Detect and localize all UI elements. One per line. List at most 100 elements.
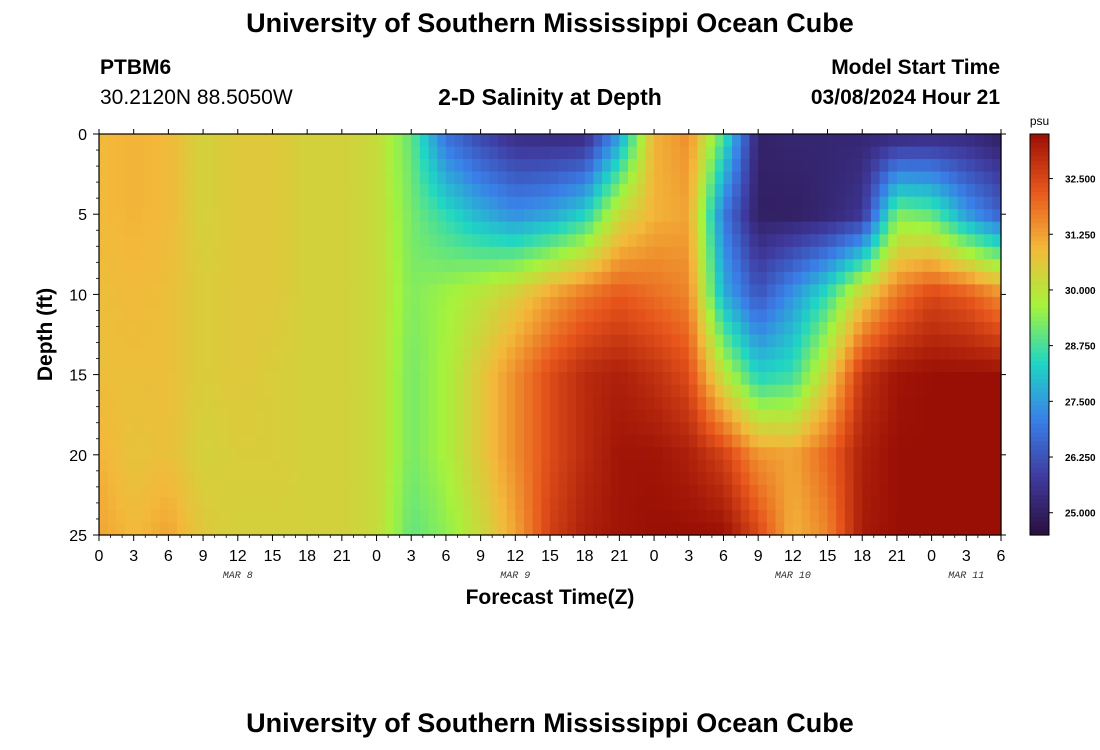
heatmap-cell (931, 359, 941, 373)
heatmap-cell (948, 384, 959, 398)
heatmap-cell (298, 347, 308, 361)
heatmap-cell (836, 296, 846, 311)
heatmap-cell (116, 209, 126, 223)
heatmap-cell (940, 321, 950, 336)
heatmap-cell (697, 284, 707, 298)
heatmap-cell (853, 184, 863, 198)
heatmap-cell (142, 134, 152, 148)
heatmap-cell (914, 221, 924, 235)
heatmap-cell (350, 209, 360, 223)
heatmap-cell (307, 384, 317, 398)
heatmap-cell (740, 184, 751, 198)
heatmap-cell (645, 184, 655, 198)
heatmap-cell (471, 134, 482, 148)
heatmap-cell (983, 472, 993, 486)
heatmap-cell (151, 296, 161, 311)
heatmap-cell (905, 259, 915, 273)
heatmap-cell (827, 171, 837, 185)
heatmap-cell (680, 459, 690, 473)
heatmap-cell (766, 434, 777, 448)
heatmap-cell (229, 296, 239, 311)
heatmap-cell (419, 497, 430, 511)
heatmap-cell (792, 509, 803, 524)
heatmap-cell (480, 484, 490, 499)
heatmap-cell (775, 347, 785, 361)
heatmap-cell (532, 246, 542, 260)
heatmap-cell (168, 459, 178, 473)
heatmap-cell (636, 397, 646, 411)
heatmap-cell (220, 434, 230, 448)
heatmap-cell (810, 384, 820, 398)
heatmap-cell (784, 134, 794, 148)
heatmap-cell (827, 284, 837, 298)
heatmap-cell (654, 259, 664, 273)
heatmap-cell (376, 321, 386, 336)
heatmap-cell (732, 171, 742, 185)
heatmap-cell (948, 459, 959, 473)
heatmap-cell (922, 159, 933, 173)
heatmap-cell (922, 334, 933, 348)
heatmap-cell (341, 234, 352, 248)
heatmap-cell (315, 497, 326, 511)
heatmap-cell (125, 397, 135, 411)
heatmap-cell (654, 447, 664, 461)
heatmap-cell (922, 209, 933, 223)
heatmap-cell (402, 422, 412, 436)
heatmap-cell (281, 171, 291, 185)
heatmap-cell (142, 372, 152, 386)
heatmap-cell (775, 321, 785, 336)
heatmap-cell (298, 134, 308, 148)
heatmap-cell (151, 509, 161, 524)
heatmap-cell (836, 422, 846, 436)
heatmap-cell (853, 447, 863, 461)
heatmap-cell (211, 334, 222, 348)
heatmap-cell (784, 234, 794, 248)
heatmap-cell (367, 447, 378, 461)
heatmap-cell (844, 509, 855, 524)
heatmap-cell (489, 397, 499, 411)
heatmap-cell (914, 347, 924, 361)
heatmap-cell (194, 271, 204, 285)
heatmap-cell (437, 234, 447, 248)
heatmap-cell (645, 296, 655, 311)
heatmap-cell (593, 196, 603, 210)
heatmap-cell (576, 146, 586, 160)
heatmap-cell (636, 334, 646, 348)
heatmap-cell (992, 309, 1002, 323)
heatmap-cell (333, 509, 343, 524)
heatmap-cell (654, 196, 664, 210)
heatmap-cell (775, 309, 785, 323)
heatmap-cell (307, 296, 317, 311)
heatmap-cell (272, 409, 282, 423)
heatmap-cell (619, 259, 629, 273)
heatmap-cell (263, 472, 274, 486)
heatmap-cell (567, 447, 577, 461)
heatmap-cell (454, 296, 464, 311)
heatmap-cell (532, 209, 542, 223)
heatmap-cell (706, 209, 716, 223)
heatmap-cell (922, 271, 933, 285)
heatmap-cell (602, 171, 612, 185)
heatmap-cell (376, 497, 386, 511)
heatmap-cell (732, 347, 742, 361)
heatmap-cell (636, 321, 646, 336)
heatmap-cell (576, 384, 586, 398)
heatmap-cell (818, 359, 829, 373)
heatmap-cell (567, 309, 577, 323)
heatmap-cell (818, 472, 829, 486)
heatmap-cell (393, 459, 404, 473)
heatmap-cell (654, 246, 664, 260)
heatmap-cell (948, 246, 959, 260)
heatmap-cell (610, 246, 620, 260)
heatmap-cell (905, 321, 915, 336)
heatmap-cell (680, 234, 690, 248)
heatmap-cell (688, 497, 699, 511)
heatmap-cell (749, 434, 759, 448)
heatmap-cell (688, 234, 699, 248)
heatmap-cell (289, 146, 300, 160)
heatmap-cell (445, 522, 456, 536)
heatmap-cell (818, 372, 829, 386)
heatmap-cell (194, 234, 204, 248)
heatmap-cell (550, 321, 560, 336)
heatmap-cell (931, 347, 941, 361)
